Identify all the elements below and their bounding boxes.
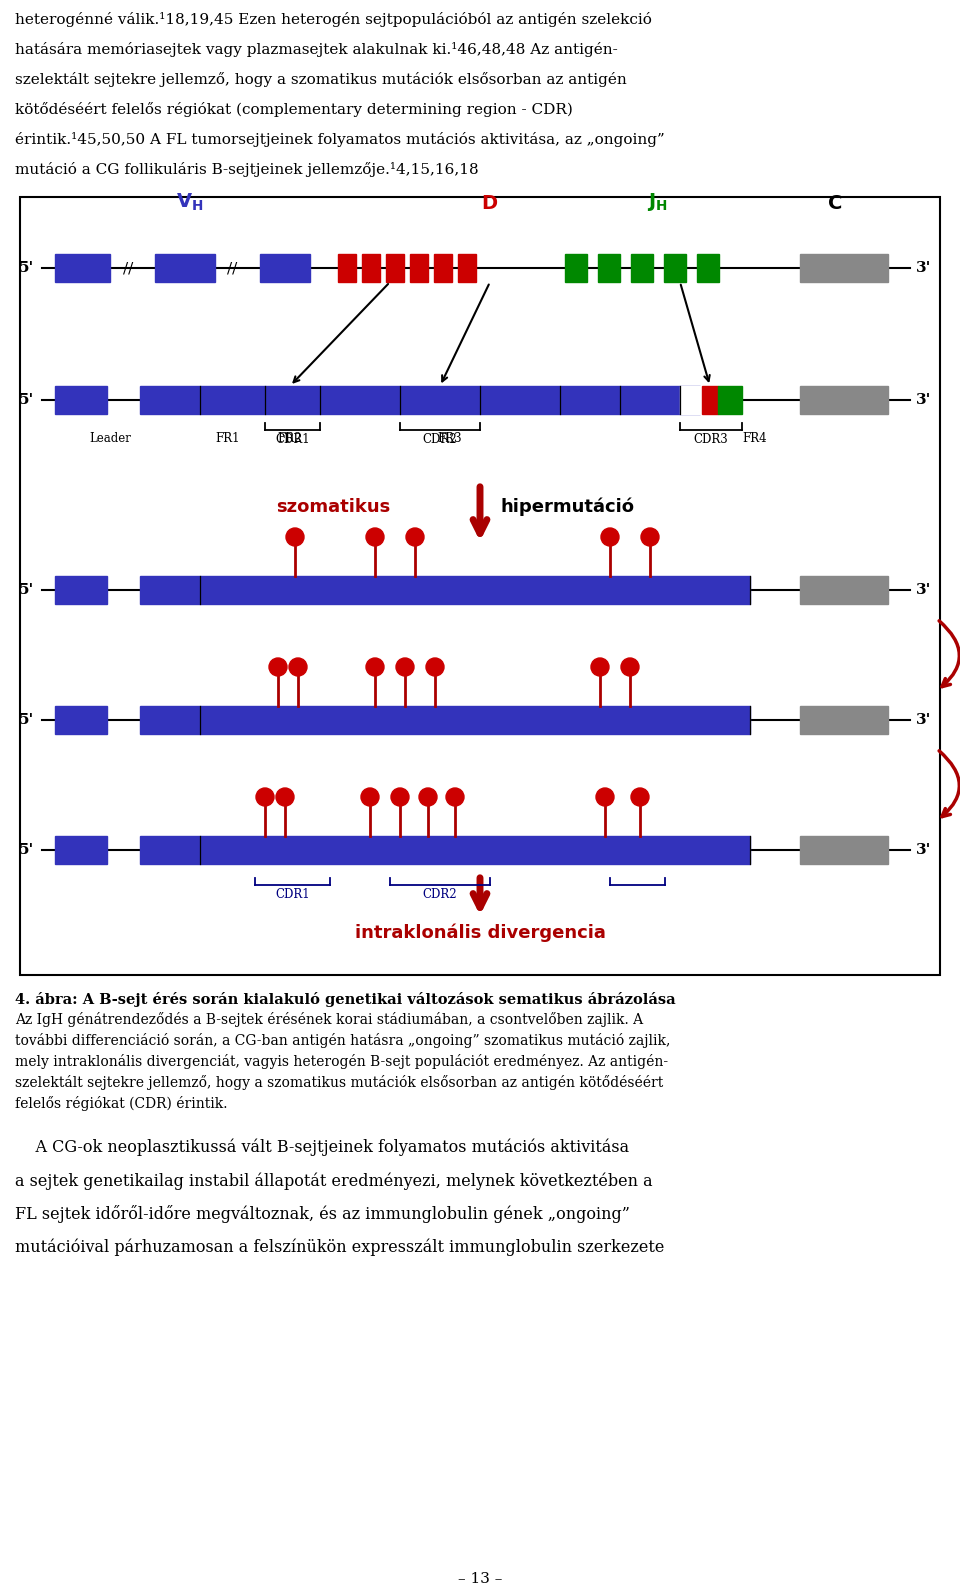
- Text: CDR1: CDR1: [276, 433, 310, 445]
- Text: 5': 5': [19, 713, 34, 727]
- Circle shape: [446, 788, 464, 807]
- Text: 4. ábra: A B-sejt érés során kialakuló genetikai változások sematikus ábrázolása: 4. ábra: A B-sejt érés során kialakuló g…: [15, 993, 676, 1007]
- Circle shape: [391, 788, 409, 807]
- Bar: [386, 255, 404, 282]
- Text: felelős régiókat (CDR) érintik.: felelős régiókat (CDR) érintik.: [15, 1096, 228, 1111]
- Circle shape: [631, 788, 649, 807]
- Text: FR3: FR3: [438, 433, 463, 445]
- Text: érintik.¹45,50,50 A FL tumorsejtjeinek folyamatos mutációs aktivitása, az „ongoi: érintik.¹45,50,50 A FL tumorsejtjeinek f…: [15, 132, 664, 146]
- Text: mutáció a CG follikuláris B-sejtjeinek jellemzője.¹4,15,16,18: mutáció a CG follikuláris B-sejtjeinek j…: [15, 162, 479, 177]
- Text: szelektált sejtekre jellemző, hogy a szomatikus mutációk elsősorban az antigén k: szelektált sejtekre jellemző, hogy a szo…: [15, 1076, 663, 1090]
- Bar: [55, 387, 107, 414]
- Bar: [800, 387, 888, 414]
- Circle shape: [361, 788, 379, 807]
- Bar: [55, 255, 110, 282]
- Text: CDR1: CDR1: [276, 888, 310, 901]
- Circle shape: [286, 528, 304, 546]
- Bar: [631, 255, 653, 282]
- Circle shape: [591, 659, 609, 676]
- Text: $\mathbf{V_H}$: $\mathbf{V_H}$: [177, 191, 204, 213]
- Text: hatására memóriasejtek vagy plazmasejtek alakulnak ki.¹46,48,48 Az antigén-: hatására memóriasejtek vagy plazmasejtek…: [15, 41, 617, 57]
- Bar: [140, 835, 750, 864]
- Bar: [410, 255, 428, 282]
- Text: 3': 3': [916, 582, 931, 597]
- Bar: [565, 255, 587, 282]
- Text: Az IgH génátrendeződés a B-sejtek érésének korai stádiumában, a csontvelőben zaj: Az IgH génátrendeződés a B-sejtek érésén…: [15, 1012, 643, 1028]
- Text: 3': 3': [916, 393, 931, 407]
- Bar: [20, 197, 940, 975]
- Text: //: //: [227, 261, 237, 275]
- Text: $\mathbf{D}$: $\mathbf{D}$: [481, 194, 498, 213]
- Circle shape: [396, 659, 414, 676]
- Text: mely intraklonális divergenciát, vagyis heterogén B-sejt populációt eredményez. : mely intraklonális divergenciát, vagyis …: [15, 1053, 668, 1069]
- Bar: [702, 387, 718, 414]
- Text: $\mathbf{C}$: $\mathbf{C}$: [828, 194, 843, 213]
- Text: A CG-ok neoplasztikussá vált B-sejtjeinek folyamatos mutációs aktivitása: A CG-ok neoplasztikussá vált B-sejtjeine…: [15, 1139, 629, 1157]
- Bar: [800, 576, 888, 605]
- Bar: [55, 706, 107, 733]
- Text: szomatikus: szomatikus: [276, 498, 390, 515]
- Bar: [718, 387, 742, 414]
- Bar: [697, 255, 719, 282]
- Text: 5': 5': [19, 261, 34, 275]
- Text: $\mathbf{J_H}$: $\mathbf{J_H}$: [647, 191, 667, 213]
- Text: heterogénné válik.¹18,19,45 Ezen heterogén sejtpopulációból az antigén szelekció: heterogénné válik.¹18,19,45 Ezen heterog…: [15, 13, 652, 27]
- Text: FR2: FR2: [277, 433, 302, 445]
- Text: szelektált sejtekre jellemző, hogy a szomatikus mutációk elsősorban az antigén: szelektált sejtekre jellemző, hogy a szo…: [15, 72, 627, 88]
- Bar: [434, 255, 452, 282]
- Circle shape: [601, 528, 619, 546]
- Text: 3': 3': [916, 713, 931, 727]
- Circle shape: [596, 788, 614, 807]
- Text: 5': 5': [19, 843, 34, 858]
- Text: mutációival párhuzamosan a felszínükön expresszált immunglobulin szerkezete: mutációival párhuzamosan a felszínükön e…: [15, 1238, 664, 1255]
- Text: a sejtek genetikailag instabil állapotát eredményezi, melynek következtében a: a sejtek genetikailag instabil állapotát…: [15, 1173, 653, 1190]
- Bar: [260, 255, 310, 282]
- Bar: [338, 255, 356, 282]
- Bar: [55, 835, 107, 864]
- Text: FR4: FR4: [743, 433, 767, 445]
- Text: 3': 3': [916, 261, 931, 275]
- Circle shape: [419, 788, 437, 807]
- Text: CDR2: CDR2: [422, 888, 457, 901]
- Bar: [664, 255, 686, 282]
- Circle shape: [641, 528, 659, 546]
- Bar: [800, 706, 888, 733]
- Text: FR1: FR1: [216, 433, 240, 445]
- Circle shape: [366, 659, 384, 676]
- Bar: [155, 255, 215, 282]
- Text: 5': 5': [19, 582, 34, 597]
- Text: – 13 –: – 13 –: [458, 1572, 502, 1586]
- Bar: [362, 255, 380, 282]
- Bar: [140, 706, 750, 733]
- Bar: [458, 255, 476, 282]
- Text: további differenciáció során, a CG-ban antigén hatásra „ongoing” szomatikus mutá: további differenciáció során, a CG-ban a…: [15, 1033, 670, 1048]
- Text: intraklonális divergencia: intraklonális divergencia: [354, 923, 606, 942]
- Circle shape: [621, 659, 639, 676]
- Text: FL sejtek időről-időre megváltoznak, és az immunglobulin gének „ongoing”: FL sejtek időről-időre megváltoznak, és …: [15, 1204, 630, 1223]
- Text: kötődéséért felelős régiókat (complementary determining region - CDR): kötődéséért felelős régiókat (complement…: [15, 102, 573, 118]
- Text: 5': 5': [19, 393, 34, 407]
- Circle shape: [269, 659, 287, 676]
- Text: CDR2: CDR2: [422, 433, 457, 445]
- Text: CDR3: CDR3: [694, 433, 729, 445]
- Text: 3': 3': [916, 843, 931, 858]
- Circle shape: [406, 528, 424, 546]
- Circle shape: [426, 659, 444, 676]
- Bar: [140, 576, 750, 605]
- Circle shape: [289, 659, 307, 676]
- Bar: [598, 255, 620, 282]
- Bar: [800, 255, 888, 282]
- Bar: [55, 576, 107, 605]
- Circle shape: [256, 788, 274, 807]
- Text: hipermutáció: hipermutáció: [500, 498, 634, 515]
- Bar: [680, 387, 702, 414]
- Circle shape: [276, 788, 294, 807]
- Text: Leader: Leader: [89, 433, 131, 445]
- Text: //: //: [123, 261, 133, 275]
- Bar: [140, 387, 700, 414]
- Bar: [800, 835, 888, 864]
- Circle shape: [366, 528, 384, 546]
